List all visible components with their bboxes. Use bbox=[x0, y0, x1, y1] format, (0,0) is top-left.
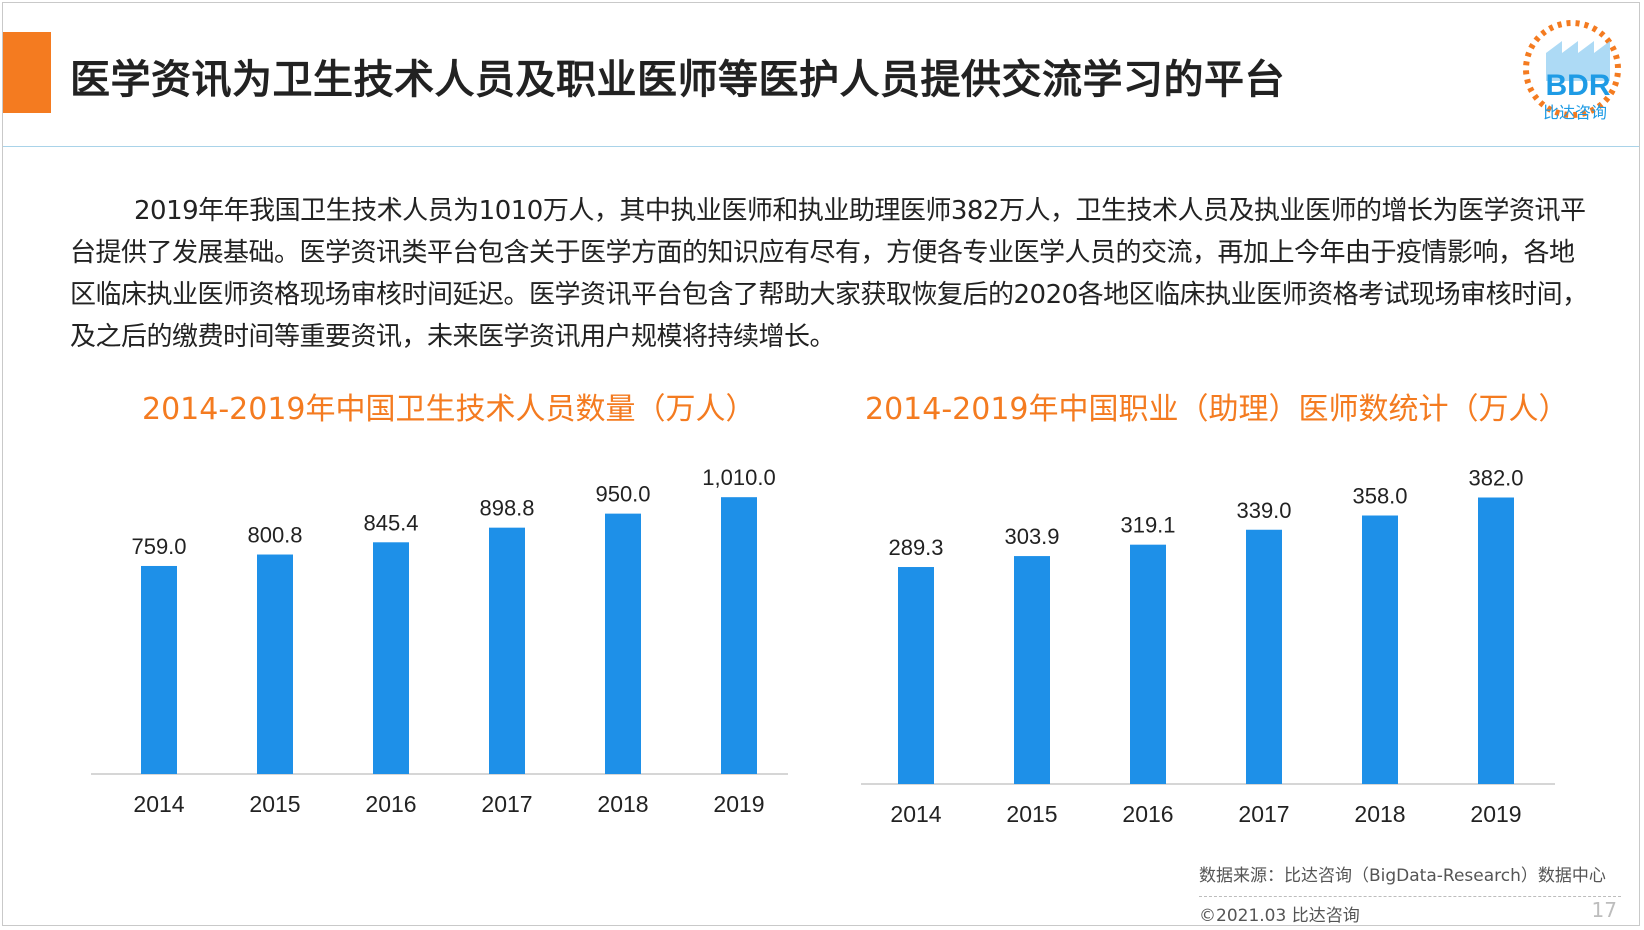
bdr-logo: BDR bbox=[1523, 20, 1621, 118]
chart-1-value-label: 950.0 bbox=[595, 482, 650, 507]
title-accent-bar bbox=[3, 32, 51, 113]
chart-2-physicians: 289.3 2014 303.9 2015 319.1 2016 339.0 2017 358.… bbox=[861, 466, 1555, 827]
data-source-note: 数据来源：比达咨询（BigData-Research）数据中心 bbox=[1199, 866, 1606, 886]
chart-2-value-label: 289.3 bbox=[888, 535, 943, 560]
page-number: 17 bbox=[1591, 898, 1617, 922]
chart-2-value-label: 319.1 bbox=[1120, 513, 1175, 538]
title-divider bbox=[3, 146, 1639, 147]
chart-2-x-tick-label: 2017 bbox=[1238, 801, 1289, 827]
chart-1-value-label: 800.8 bbox=[247, 523, 302, 548]
chart-2-bar-2014 bbox=[898, 567, 934, 784]
chart-2-bar-2015 bbox=[1014, 556, 1050, 784]
logo-caption: 比达咨询 bbox=[1543, 103, 1608, 122]
chart-2-x-tick-label: 2018 bbox=[1354, 801, 1405, 827]
chart-1-health-workers: 759.0 2014 800.8 2015 845.4 2016 898.8 2017 950.… bbox=[91, 465, 788, 817]
chart-1-bar-2016 bbox=[373, 542, 409, 774]
chart-1-bar-2018 bbox=[605, 513, 641, 774]
chart-2-value-label: 303.9 bbox=[1004, 524, 1059, 549]
copyright-text: ©2021.03 比达咨询 bbox=[1199, 906, 1360, 926]
chart-1-x-tick-label: 2019 bbox=[713, 791, 764, 817]
chart-2-value-label: 358.0 bbox=[1352, 484, 1407, 509]
chart-2-x-tick-label: 2016 bbox=[1122, 801, 1173, 827]
chart-1-x-tick-label: 2015 bbox=[249, 791, 300, 817]
chart-2-x-tick-label: 2015 bbox=[1006, 801, 1057, 827]
chart-1-bar-2015 bbox=[257, 554, 293, 774]
logo-building-icon bbox=[1546, 41, 1610, 81]
chart-1-x-tick-label: 2018 bbox=[597, 791, 648, 817]
chart-1-value-label: 759.0 bbox=[131, 534, 186, 559]
chart-2-value-label: 339.0 bbox=[1236, 498, 1291, 523]
chart-2-value-label: 382.0 bbox=[1468, 466, 1523, 491]
chart-2-x-tick-label: 2019 bbox=[1470, 801, 1521, 827]
intro-paragraph: 2019年年我国卫生技术人员为1010万人，其中执业医师和执业助理医师382万人… bbox=[70, 196, 1588, 352]
chart-2-x-tick-label: 2014 bbox=[890, 801, 941, 827]
chart-1-value-label: 898.8 bbox=[479, 496, 534, 521]
page-title: 医学资讯为卫生技术人员及职业医师等医护人员提供交流学习的平台 bbox=[70, 57, 1285, 103]
chart-1-value-label: 845.4 bbox=[363, 510, 418, 535]
chart-1-bar-2019 bbox=[721, 497, 757, 774]
chart-1-value-label: 1,010.0 bbox=[702, 465, 775, 490]
chart-1-x-tick-label: 2014 bbox=[133, 791, 184, 817]
chart-1-x-tick-label: 2017 bbox=[481, 791, 532, 817]
chart-2-title: 2014-2019年中国职业（助理）医师数统计（万人） bbox=[865, 392, 1569, 427]
logo-text: BDR bbox=[1546, 69, 1611, 102]
chart-1-x-tick-label: 2016 bbox=[365, 791, 416, 817]
chart-2-bar-2019 bbox=[1478, 497, 1514, 784]
chart-2-bar-2018 bbox=[1362, 515, 1398, 784]
chart-1-title: 2014-2019年中国卫生技术人员数量（万人） bbox=[142, 392, 756, 427]
chart-2-bar-2017 bbox=[1246, 529, 1282, 784]
chart-1-bar-2017 bbox=[489, 527, 525, 774]
footer-divider bbox=[1199, 896, 1621, 897]
logo-dotted-ring-icon bbox=[1523, 20, 1621, 118]
chart-1-bar-2014 bbox=[141, 565, 177, 774]
chart-2-bar-2016 bbox=[1130, 544, 1166, 784]
